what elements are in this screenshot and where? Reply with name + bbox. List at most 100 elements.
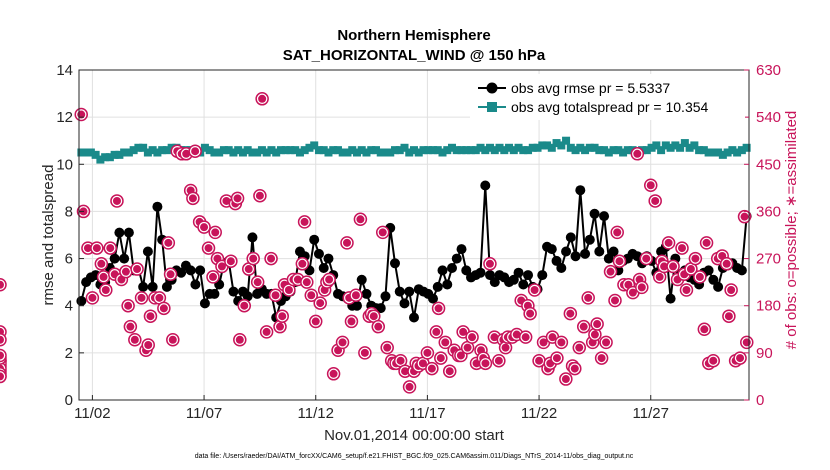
rmse-point (589, 208, 600, 219)
obs-count-point (393, 353, 408, 368)
spread-point (367, 146, 376, 155)
spread-point (457, 146, 466, 155)
obs-assimilated-marker (97, 259, 106, 268)
spread-point (272, 148, 281, 157)
obs-assimilated-marker (302, 278, 311, 287)
obs-assimilated-marker (539, 338, 548, 347)
obs-count-point (123, 319, 138, 334)
obs-assimilated-marker (405, 382, 414, 391)
rmse-point (228, 286, 239, 297)
obs-count-point (527, 283, 542, 297)
rmse-point (565, 232, 576, 243)
spread-point (690, 141, 699, 150)
spread-point (238, 148, 247, 157)
spread-point (557, 141, 566, 150)
rmse-point (176, 267, 187, 278)
obs-assimilated-marker (459, 327, 468, 336)
obs-assimilated-marker (121, 267, 130, 276)
spread-point (324, 148, 333, 157)
rmse-point (119, 253, 130, 264)
obs-count-point (590, 317, 604, 331)
spread-point (405, 148, 414, 157)
obs-count-point (163, 267, 178, 282)
obs-assimilated-marker (278, 312, 287, 321)
y-right-tick-label: 180 (756, 298, 781, 315)
rmse-point (456, 244, 467, 255)
rmse-point (76, 296, 87, 306)
spread-point (709, 148, 718, 157)
rmse-point (242, 291, 253, 302)
spread-point (671, 141, 680, 150)
obs-assimilated-marker (660, 262, 669, 271)
obs-assimilated-marker (99, 272, 108, 281)
obs-count-point (434, 351, 448, 365)
spread-point (253, 148, 262, 157)
rmse-point (380, 291, 391, 302)
obs-count-point (99, 283, 113, 297)
obs-assimilated-marker (146, 312, 155, 321)
spread-point (462, 146, 471, 155)
rmse-point (409, 312, 419, 323)
obs-assimilated-marker (686, 265, 695, 274)
rmse-point (138, 281, 149, 292)
spread-point (737, 146, 746, 155)
obs-count-series (0, 92, 754, 394)
obs-assimilated-marker (262, 327, 271, 336)
obs-assimilated-marker (561, 375, 570, 384)
obs-assimilated-marker (593, 320, 602, 329)
spread-point (243, 146, 252, 155)
obs-assimilated-marker (356, 215, 365, 224)
obs-count-point (344, 314, 359, 329)
spread-point (600, 146, 609, 155)
spread-point (452, 146, 461, 155)
spread-point (124, 148, 133, 157)
obs-count-point (706, 353, 721, 368)
obs-assimilated-marker (293, 275, 302, 284)
obs-assimilated-marker (423, 348, 432, 357)
spread-point (443, 146, 452, 155)
spread-point (352, 148, 361, 157)
obs-assimilated-marker (436, 354, 445, 363)
obs-count-point (308, 314, 323, 329)
obs-assimilated-marker (396, 356, 405, 365)
spread-point (148, 146, 157, 155)
plot-frame (78, 69, 750, 401)
obs-assimilated-marker (463, 343, 472, 352)
obs-assimilated-marker (0, 280, 4, 289)
spread-point (652, 141, 661, 150)
spread-point (319, 146, 328, 155)
obs-count-point (661, 236, 676, 250)
rmse-point (580, 248, 591, 259)
obs-assimilated-marker (166, 270, 175, 279)
spread-point (552, 139, 561, 148)
legend-spread-label: obs avg totalspread pr = 10.354 (511, 99, 709, 115)
obs-count-point (688, 251, 703, 266)
obs-count-point (313, 296, 327, 310)
obs-assimilated-marker (445, 367, 454, 376)
obs-count-point (340, 236, 354, 250)
obs-assimilated-marker (512, 330, 521, 339)
spread-point (314, 146, 323, 155)
obs-count-point (253, 188, 267, 203)
obs-assimilated-marker (92, 244, 101, 253)
spread-point (733, 148, 742, 157)
rmse-point (161, 281, 172, 292)
rmse-point (489, 277, 500, 288)
spread-point (248, 148, 257, 157)
obs-count-point (371, 319, 386, 334)
obs-count-point (275, 309, 289, 323)
obs-assimilated-marker (112, 196, 121, 205)
rmse-point (152, 201, 163, 212)
obs-assimilated-marker (579, 322, 588, 331)
spread-point (500, 146, 509, 155)
spread-point (581, 146, 590, 155)
obs-count-point (483, 257, 497, 271)
obs-assimilated-marker (211, 228, 220, 237)
obs-assimilated-marker (300, 217, 309, 226)
obs-count-point (554, 335, 569, 350)
obs-assimilated-marker (182, 149, 191, 158)
obs-count-point (375, 225, 390, 240)
obs-assimilated-marker (168, 335, 177, 344)
obs-count-point (523, 306, 537, 321)
obs-assimilated-marker (249, 254, 258, 263)
